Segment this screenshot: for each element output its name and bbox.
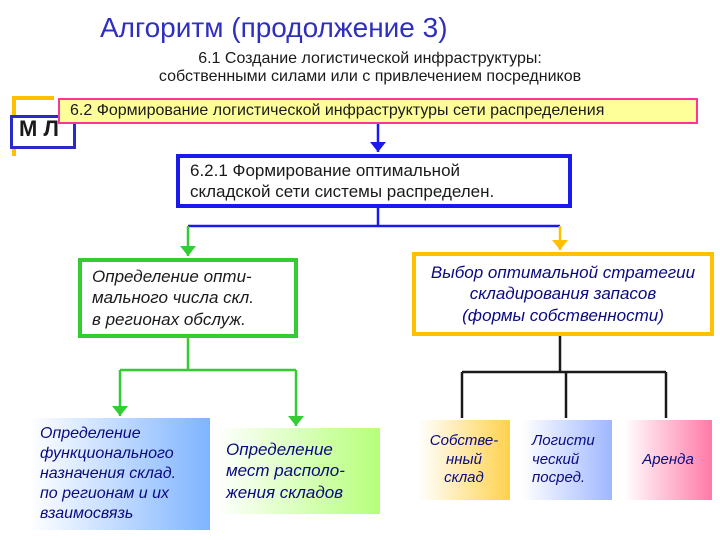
node-functional: Определениефункциональногоназначения скл…	[30, 418, 210, 530]
node-places: Определениемест располо-жения складов	[216, 428, 380, 514]
node-6-2: 6.2 Формирование логистической инфрастру…	[58, 98, 698, 124]
page-title: Алгоритм (продолжение 3)	[100, 12, 448, 44]
page-subtitle: 6.1 Создание логистической инфраструктур…	[120, 50, 620, 86]
node-opt-count: Определение опти-мального числа скл.в ре…	[78, 258, 298, 338]
node-rent: Аренда	[624, 420, 712, 500]
node-6-2-1: 6.2.1 Формирование оптимальнойскладской …	[176, 154, 572, 208]
ml-text: М Л	[19, 116, 59, 142]
node-logistic-mediator: Логистическийпосред.	[522, 420, 612, 500]
node-strategy: Выбор оптимальной стратегиискладирования…	[412, 252, 714, 336]
node-own-warehouse: Собстве-нныйсклад	[418, 420, 510, 500]
